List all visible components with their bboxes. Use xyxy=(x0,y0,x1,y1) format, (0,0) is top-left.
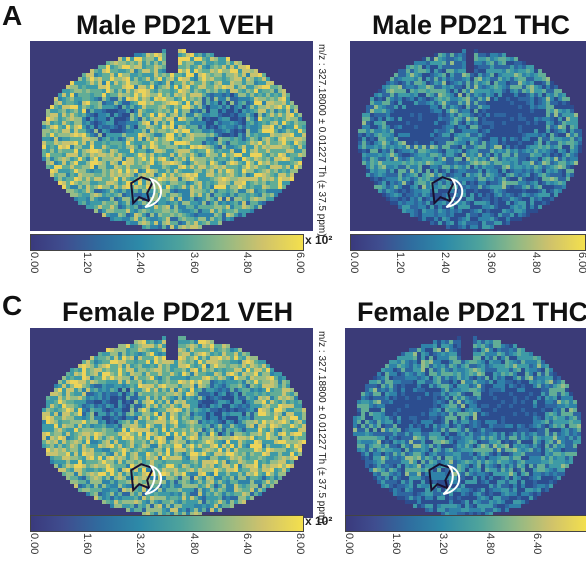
colorbar-tick-label: 1.20 xyxy=(393,252,406,274)
roi-outline-white xyxy=(445,177,464,209)
colorbar-tick-label: 1.60 xyxy=(390,533,402,555)
colorbar-tick-label: 6.40 xyxy=(240,533,253,555)
roi-outline-white xyxy=(144,177,162,209)
colorbar-tick-label: 6.40 xyxy=(531,533,543,555)
colorbar-tick-label: 4.80 xyxy=(240,252,253,274)
colorbar-tick-label: 0.00 xyxy=(28,533,40,555)
colorbar-ticks-female-thc: 0.00 1.60 3.20 4.80 6.40 xyxy=(343,533,586,563)
ms-image-female-veh xyxy=(30,328,313,518)
ms-image-female-thc xyxy=(345,328,586,518)
colorbar-tick-label: 4.80 xyxy=(530,252,543,274)
colorbar-ticks-female-veh: 0.00 1.60 3.20 4.80 6.40 8.00 xyxy=(28,533,306,563)
colorbar-tick-label: 6.00 xyxy=(294,252,306,274)
roi-outline-white xyxy=(144,464,162,496)
roi-outline-dark xyxy=(431,176,456,206)
ms-image-male-veh xyxy=(30,41,313,231)
colorbar-tick-label: 8.00 xyxy=(294,533,306,555)
title-female-veh: Female PD21 VEH xyxy=(62,297,294,327)
panel-letter-c: C xyxy=(2,290,23,321)
colorbar-tick-label: 0.00 xyxy=(28,252,40,274)
colorbar-tick-label: 6.00 xyxy=(576,252,586,274)
colorbar-tick-label: 4.80 xyxy=(187,533,200,555)
colorbar-tick-label: 0.00 xyxy=(348,252,360,274)
scale-label-top: x 10² xyxy=(305,233,333,247)
colorbar-tick-label: 3.60 xyxy=(187,252,200,274)
title-male-thc: Male PD21 THC xyxy=(372,10,571,40)
roi-outline-dark xyxy=(428,463,453,493)
roi-outline-dark xyxy=(130,463,155,493)
scale-label-bottom: x 10² xyxy=(305,514,333,528)
roi-outline-dark xyxy=(130,176,155,206)
colorbar-female-thc xyxy=(345,515,586,532)
panel-letter-a: A xyxy=(2,0,23,31)
title-female-thc: Female PD21 THC xyxy=(357,297,586,327)
roi-outline-white xyxy=(442,464,461,496)
colorbar-ticks-male-thc: 0.00 1.20 2.40 3.60 4.80 6.00 xyxy=(348,252,586,282)
brain-section-male-veh xyxy=(30,41,313,231)
colorbar-tick-label: 1.20 xyxy=(81,252,94,274)
colorbar-tick-label: 3.60 xyxy=(484,252,497,274)
title-male-veh: Male PD21 VEH xyxy=(76,10,275,40)
mz-label-top: m/z : 327.18000 ± 0.01227 Th (± 37.5 ppm… xyxy=(316,44,327,237)
colorbar-tick-label: 0.00 xyxy=(343,533,355,555)
colorbar-tick-label: 3.20 xyxy=(437,533,449,555)
colorbar-tick-label: 2.40 xyxy=(439,252,452,274)
colorbar-tick-label: 3.20 xyxy=(134,533,147,555)
colorbar-male-thc xyxy=(350,234,586,251)
colorbar-female-veh xyxy=(30,515,304,532)
brain-section-female-veh xyxy=(30,328,313,518)
colorbar-tick-label: 1.60 xyxy=(81,533,94,555)
ms-image-male-thc xyxy=(350,41,586,231)
colorbar-ticks-male-veh: 0.00 1.20 2.40 3.60 4.80 6.00 xyxy=(28,252,306,282)
mz-label-bottom: m/z : 327.18800 ± 0.01227 Th (± 37.5 ppm… xyxy=(316,331,327,524)
colorbar-tick-label: 4.80 xyxy=(484,533,496,555)
colorbar-male-veh xyxy=(30,234,304,251)
colorbar-tick-label: 2.40 xyxy=(134,252,147,274)
brain-section-female-thc xyxy=(345,328,586,518)
brain-section-male-thc xyxy=(350,41,586,231)
